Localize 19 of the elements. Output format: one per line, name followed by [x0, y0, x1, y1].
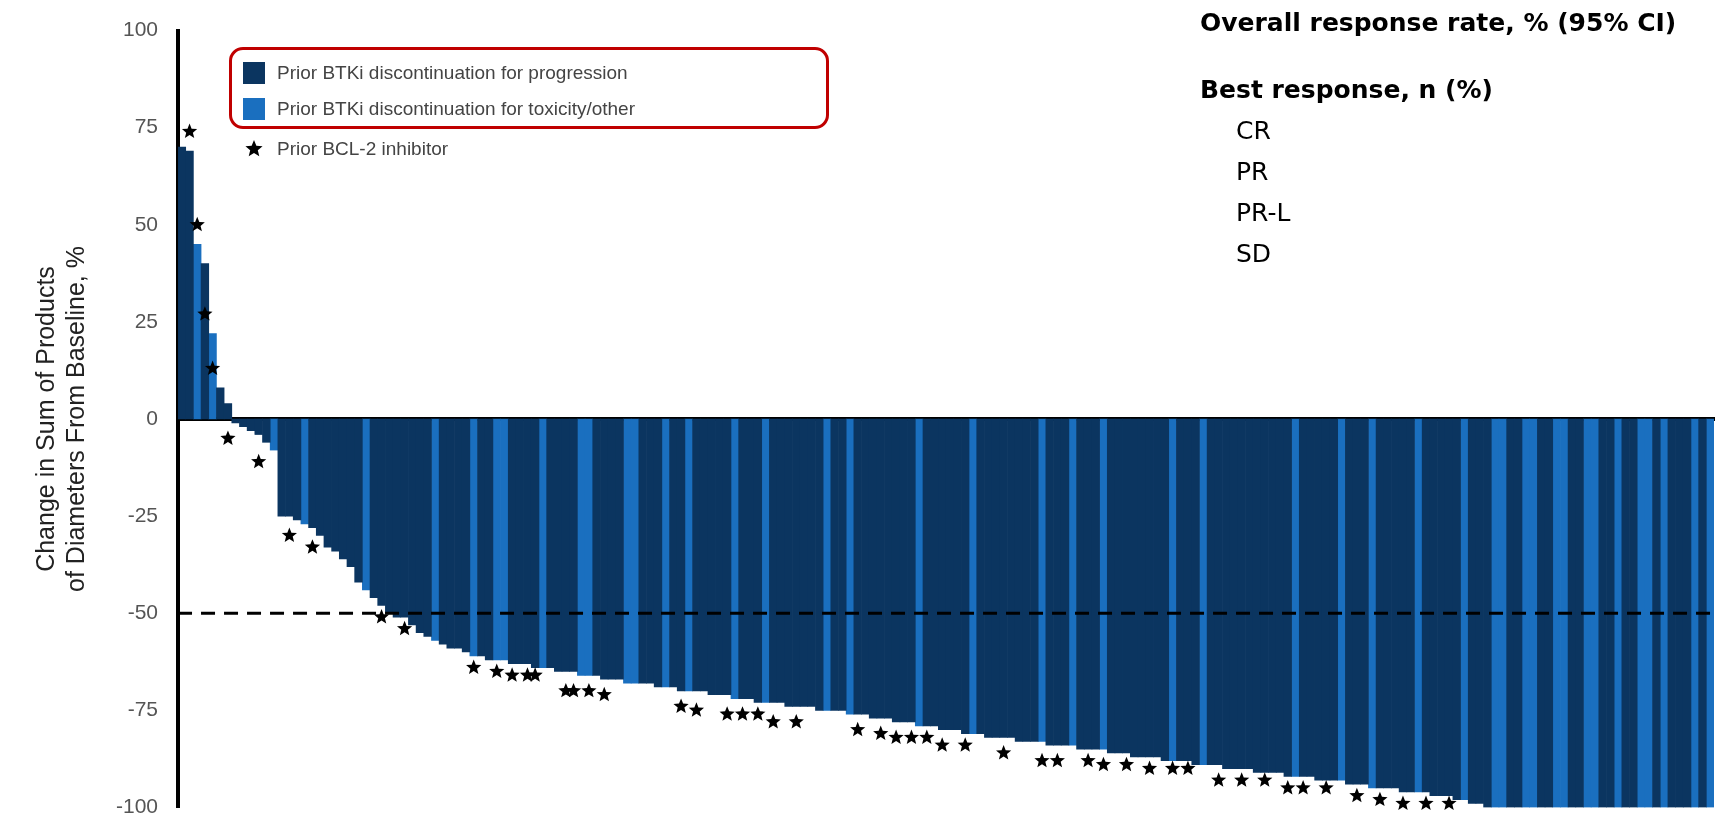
y-tick-label: 50: [134, 211, 159, 235]
annotation: PR-L: [1235, 198, 1292, 227]
y-tick-label: -75: [127, 697, 159, 721]
y-tick-label: -100: [116, 794, 159, 818]
annotation: SD: [1235, 239, 1273, 268]
annotation: Best response, n (%): [1200, 75, 1495, 104]
annotation: PR: [1235, 157, 1270, 186]
y-tick-label: 0: [146, 405, 159, 429]
legend-label: Prior BTKi discontinuation for toxicity/other: [277, 97, 636, 120]
y-tick-label: 100: [122, 17, 159, 41]
legend-label: Prior BTKi discontinuation for progression: [277, 61, 628, 84]
annotation: Overall response rate, % (95% CI): [1200, 8, 1677, 37]
y-tick-label: 25: [134, 308, 159, 332]
legend-label: Prior BCL-2 inhibitor: [277, 137, 449, 160]
y-tick-label: -50: [127, 600, 159, 623]
y-tick-label: -25: [127, 502, 159, 526]
y-tick-label: 75: [134, 114, 159, 138]
annotation: CR: [1235, 116, 1272, 145]
y-axis-title: Change in Sum of Products of Diameters From Baseline, %: [30, 246, 89, 592]
